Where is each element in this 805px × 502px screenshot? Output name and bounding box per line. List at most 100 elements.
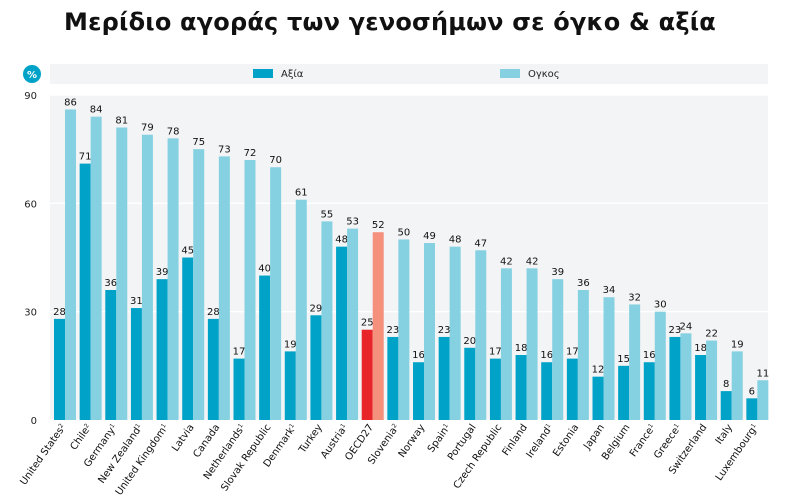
value-label: 52 xyxy=(372,220,385,231)
value-label: 11 xyxy=(756,368,769,379)
value-label: 28 xyxy=(53,307,66,318)
bar xyxy=(167,138,179,421)
category-label: Italy xyxy=(714,422,736,446)
value-label: 8 xyxy=(723,379,729,390)
bar xyxy=(413,362,424,420)
bar xyxy=(207,318,219,420)
category-label: Ireland1 xyxy=(524,422,556,460)
bar xyxy=(182,257,194,420)
value-label: 6 xyxy=(749,386,755,397)
value-label: 18 xyxy=(694,343,707,354)
bar xyxy=(321,221,333,420)
value-label: 42 xyxy=(500,256,513,267)
category-footnote-mark: 2 xyxy=(390,422,398,429)
bar xyxy=(233,358,245,420)
unit-badge xyxy=(23,65,41,83)
bar xyxy=(706,340,718,420)
bar xyxy=(464,347,476,420)
value-label: 17 xyxy=(489,347,502,358)
legend-label: Αξία xyxy=(281,68,304,80)
legend-band xyxy=(50,64,768,84)
value-label: 32 xyxy=(628,292,641,303)
value-label: 55 xyxy=(321,209,334,220)
value-label: 23 xyxy=(438,325,451,336)
value-label: 61 xyxy=(295,188,308,199)
bar xyxy=(541,362,553,420)
value-label: 39 xyxy=(156,267,169,278)
bar xyxy=(156,279,168,420)
bar xyxy=(141,134,153,420)
value-label: 15 xyxy=(617,354,630,365)
bar xyxy=(65,109,76,420)
category-label: Norway xyxy=(397,422,428,459)
category-footnote-mark: 1 xyxy=(672,422,680,429)
value-label: 16 xyxy=(412,350,425,361)
category-label: Japan xyxy=(581,422,607,452)
bar xyxy=(284,351,296,420)
bar xyxy=(361,329,373,420)
bar xyxy=(654,311,666,420)
category-label: Spain1 xyxy=(425,422,453,455)
bar xyxy=(105,290,117,420)
bar xyxy=(259,275,271,420)
bar xyxy=(489,358,501,420)
bar xyxy=(566,358,578,420)
bar xyxy=(90,116,102,421)
category-footnote-mark: 2 xyxy=(82,422,90,429)
category-footnote-mark: 1 xyxy=(134,422,142,429)
value-label: 45 xyxy=(181,246,194,257)
value-label: 20 xyxy=(463,336,476,347)
value-label: 79 xyxy=(141,123,154,134)
bar xyxy=(54,318,65,420)
bar xyxy=(270,167,282,420)
bar xyxy=(387,336,399,420)
value-label: 17 xyxy=(566,347,579,358)
bar xyxy=(577,290,589,420)
bar xyxy=(130,308,142,420)
value-label: 72 xyxy=(244,148,257,159)
category-label: Latvia xyxy=(170,422,196,453)
value-label: 84 xyxy=(90,105,103,116)
bar xyxy=(515,355,527,420)
value-label: 47 xyxy=(474,238,487,249)
value-label: 30 xyxy=(654,300,667,311)
legend-swatch xyxy=(500,69,520,78)
bar xyxy=(193,149,205,420)
value-label: 40 xyxy=(258,264,271,275)
value-label: 50 xyxy=(397,227,410,238)
category-label: Czech Republic xyxy=(452,422,505,491)
value-label: 18 xyxy=(515,343,528,354)
value-label: 75 xyxy=(192,137,205,148)
value-label: 19 xyxy=(731,339,744,350)
bar xyxy=(592,376,604,420)
value-label: 36 xyxy=(577,278,590,289)
bar xyxy=(372,232,384,420)
value-label: 23 xyxy=(386,325,399,336)
bar xyxy=(424,243,435,420)
value-label: 23 xyxy=(669,325,682,336)
bar xyxy=(79,163,91,420)
bar xyxy=(347,228,359,420)
y-tick-label: 0 xyxy=(31,416,37,427)
category-label: Estonia xyxy=(551,422,581,458)
value-label: 17 xyxy=(233,347,246,358)
bar xyxy=(695,355,707,420)
value-label: 31 xyxy=(130,296,143,307)
legend-swatch xyxy=(253,69,273,78)
category-footnote-mark: 1 xyxy=(441,422,449,429)
bar xyxy=(295,199,307,420)
value-label: 53 xyxy=(346,217,359,228)
bar xyxy=(500,268,512,420)
value-label: 16 xyxy=(540,350,553,361)
bar xyxy=(629,304,641,420)
value-label: 19 xyxy=(284,339,297,350)
bar xyxy=(669,336,681,420)
bar xyxy=(310,315,322,420)
category-footnote-mark: 1 xyxy=(288,422,296,429)
value-label: 29 xyxy=(310,303,323,314)
bar xyxy=(757,380,769,420)
bar xyxy=(720,391,732,420)
value-label: 48 xyxy=(335,235,348,246)
value-label: 39 xyxy=(551,267,564,278)
